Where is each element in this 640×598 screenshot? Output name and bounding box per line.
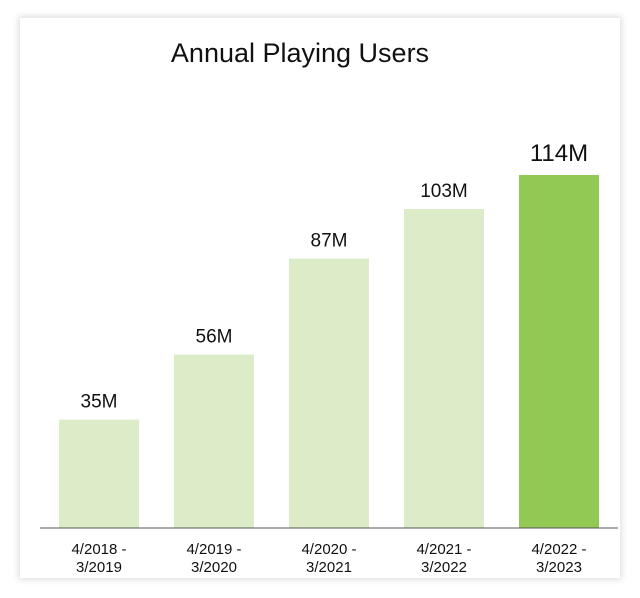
bar-2 [174, 354, 254, 528]
bar-1 [59, 419, 139, 528]
x-tick-label-1-line-2: 3/2019 [76, 559, 122, 576]
data-label-3: 87M [311, 231, 348, 252]
bar-3 [289, 258, 369, 528]
chart-title: Annual Playing Users [170, 38, 430, 68]
x-tick-label-1-line-1: 4/2018 - [71, 541, 126, 558]
bar-4 [404, 209, 484, 528]
data-label-4: 103M [420, 181, 468, 202]
x-tick-label-2-line-2: 3/2020 [191, 559, 237, 576]
x-tick-label-4-line-2: 3/2022 [421, 559, 467, 576]
x-tick-label-2-line-1: 4/2019 - [186, 541, 241, 558]
x-tick-label-4-line-1: 4/2021 - [416, 541, 471, 558]
x-tick-label-5-line-1: 4/2022 - [531, 541, 586, 558]
bar-5 [519, 175, 599, 528]
x-tick-label-3-line-1: 4/2020 - [301, 541, 356, 558]
x-tick-label-5-line-2: 3/2023 [536, 559, 582, 576]
data-label-5: 114M [530, 140, 588, 167]
data-label-2: 56M [196, 327, 233, 348]
x-tick-label-3-line-2: 3/2021 [306, 559, 352, 576]
data-label-1: 35M [81, 392, 118, 413]
